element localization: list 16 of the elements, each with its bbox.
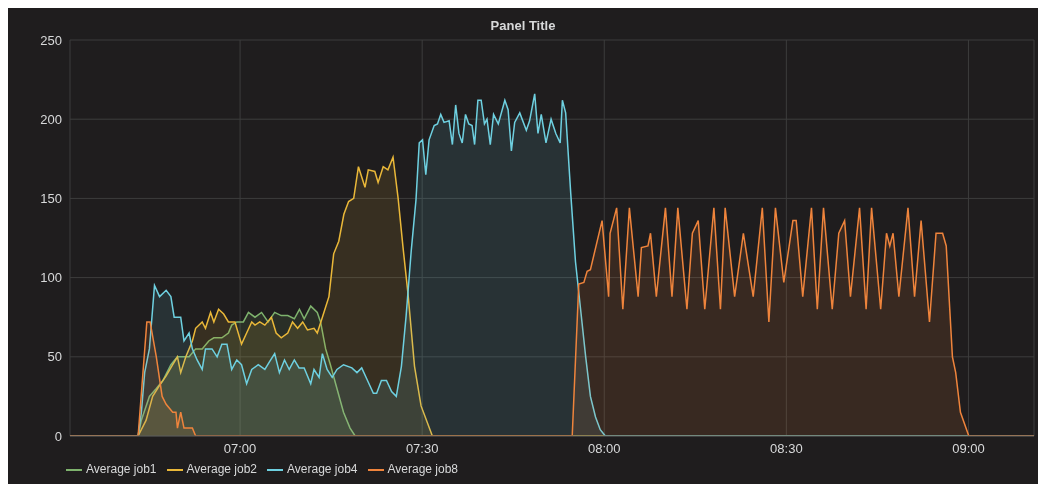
legend-label: Average job2 bbox=[186, 462, 257, 477]
y-tick-label: 50 bbox=[47, 349, 62, 365]
x-tick-label: 08:30 bbox=[770, 441, 803, 457]
x-tick-label: 09:00 bbox=[952, 441, 985, 457]
chart-title: Panel Title bbox=[489, 18, 557, 33]
x-tick-label: 08:00 bbox=[587, 441, 621, 457]
y-tick-label: 200 bbox=[40, 111, 62, 127]
x-tick-label: 07:00 bbox=[223, 441, 257, 457]
y-tick-label: 250 bbox=[40, 32, 62, 48]
legend-label: Average job1 bbox=[86, 462, 157, 477]
legend-label: Average job8 bbox=[387, 462, 458, 477]
y-tick-label: 150 bbox=[40, 191, 62, 207]
y-tick-label: 100 bbox=[40, 270, 62, 286]
x-tick-label: 07:30 bbox=[405, 441, 439, 457]
legend-label: Average job4 bbox=[287, 462, 358, 477]
y-tick-label: 0 bbox=[54, 428, 62, 444]
